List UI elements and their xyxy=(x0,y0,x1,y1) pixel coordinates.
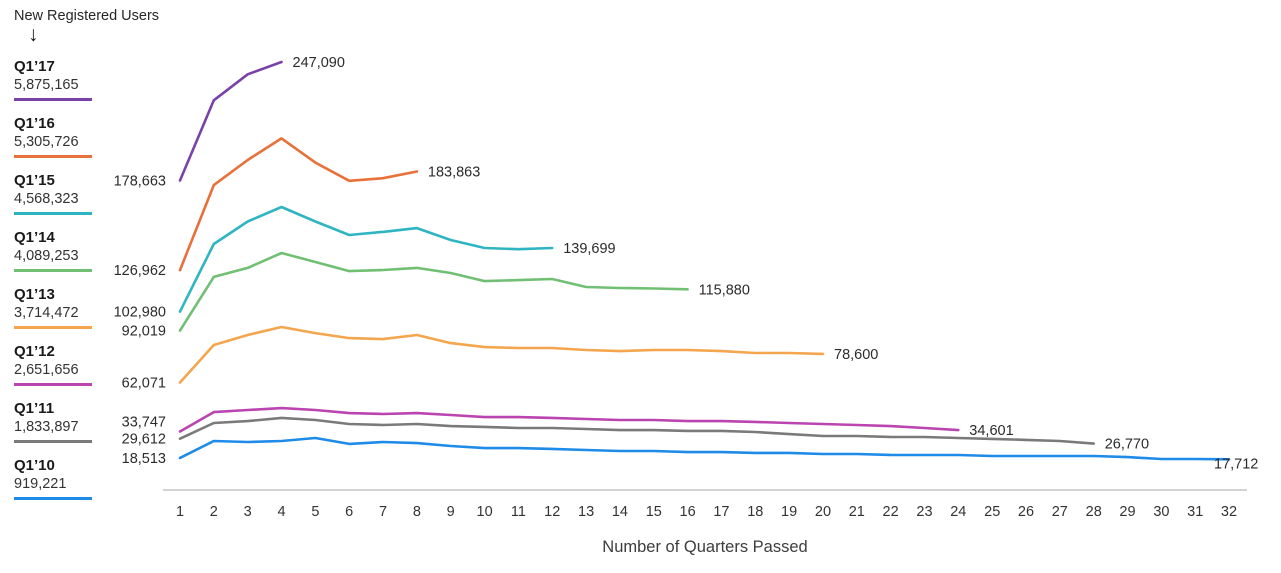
legend-item: Q1’15 4,568,323 xyxy=(14,171,92,215)
x-tick-label: 14 xyxy=(612,504,628,520)
cohort-size: 3,714,472 xyxy=(14,305,79,321)
cohort-label: Q1’10 xyxy=(14,457,55,474)
x-tick-label: 13 xyxy=(578,504,594,520)
series-end-value: 183,863 xyxy=(428,165,480,181)
x-tick-label: 30 xyxy=(1153,504,1169,520)
x-tick-label: 18 xyxy=(747,504,763,520)
series-line xyxy=(178,137,419,272)
x-tick-label: 28 xyxy=(1086,504,1102,520)
series-end-value: 17,712 xyxy=(1214,456,1258,472)
legend-item: Q1’17 5,875,165 xyxy=(14,57,92,101)
series-start-value: 102,980 xyxy=(114,305,166,321)
legend-color-bar xyxy=(14,497,92,500)
series-end-value: 139,699 xyxy=(563,241,615,257)
x-tick-label: 11 xyxy=(511,504,526,520)
x-tick-label: 7 xyxy=(379,504,387,520)
cohort-size: 5,875,165 xyxy=(14,77,79,93)
cohort-size: 1,833,897 xyxy=(14,419,79,435)
cohort-size: 919,221 xyxy=(14,476,67,492)
x-tick-label: 29 xyxy=(1119,504,1135,520)
cohort-label: Q1’11 xyxy=(14,400,55,417)
series-start-value: 62,071 xyxy=(122,376,166,392)
x-tick-label: 16 xyxy=(680,504,696,520)
x-tick-label: 31 xyxy=(1187,504,1203,520)
down-arrow-icon: ↓ xyxy=(28,23,39,46)
legend-color-bar xyxy=(14,383,92,386)
legend-color-bar xyxy=(14,155,92,158)
x-tick-label: 27 xyxy=(1052,504,1068,520)
series-line xyxy=(178,205,554,313)
legend-item: Q1’12 2,651,656 xyxy=(14,342,92,386)
legend-color-bar xyxy=(14,269,92,272)
series-end-value: 115,880 xyxy=(699,282,750,298)
x-tick-label: 19 xyxy=(781,504,797,520)
x-tick-label: 23 xyxy=(916,504,932,520)
cohort-label: Q1’17 xyxy=(14,58,55,75)
x-tick-label: 22 xyxy=(883,504,899,520)
series-line xyxy=(178,416,1095,445)
x-tick-label: 4 xyxy=(277,504,285,520)
series-line xyxy=(178,406,960,433)
legend-color-bar xyxy=(14,326,92,329)
x-tick-label: 10 xyxy=(477,504,493,520)
x-tick-label: 24 xyxy=(950,504,966,520)
x-tick-label: 17 xyxy=(713,504,729,520)
x-tick-label: 2 xyxy=(210,504,218,520)
series-end-value: 78,600 xyxy=(834,347,878,363)
cohort-size: 2,651,656 xyxy=(14,362,79,378)
series-start-value: 178,663 xyxy=(114,174,166,190)
x-tick-label: 1 xyxy=(176,504,184,520)
x-tick-label: 9 xyxy=(447,504,455,520)
series-line xyxy=(178,60,283,182)
cohort-label: Q1’15 xyxy=(14,172,55,189)
x-tick-label: 20 xyxy=(815,504,831,520)
series-start-value: 33,747 xyxy=(122,415,166,431)
x-tick-label: 15 xyxy=(646,504,662,520)
series-line xyxy=(178,251,689,332)
cohort-size: 4,089,253 xyxy=(14,248,79,264)
series-start-value: 29,612 xyxy=(122,432,166,448)
legend-item: Q1’14 4,089,253 xyxy=(14,228,92,272)
legend-item: Q1’16 5,305,726 xyxy=(14,114,92,158)
series-start-value: 92,019 xyxy=(122,324,166,340)
legend-color-bar xyxy=(14,98,92,101)
x-tick-label: 5 xyxy=(311,504,319,520)
x-tick-label: 32 xyxy=(1221,504,1237,520)
x-tick-label: 26 xyxy=(1018,504,1034,520)
x-tick-label: 8 xyxy=(413,504,421,520)
legend-color-bar xyxy=(14,440,92,443)
series-end-value: 26,770 xyxy=(1105,437,1149,453)
series-start-value: 126,962 xyxy=(114,263,166,279)
chart-title: New Registered Users xyxy=(14,8,160,24)
x-tick-label: 3 xyxy=(244,504,252,520)
x-axis-title: Number of Quarters Passed xyxy=(602,538,808,556)
x-tick-label: 21 xyxy=(849,504,865,520)
cohort-size: 4,568,323 xyxy=(14,191,79,207)
series-line xyxy=(178,436,1231,461)
cohort-label: Q1’14 xyxy=(14,229,55,246)
legend-item: Q1’10 919,221 xyxy=(14,456,92,500)
series-end-value: 247,090 xyxy=(293,55,345,71)
series-line xyxy=(178,325,825,384)
legend-item: Q1’13 3,714,472 xyxy=(14,285,92,329)
legend: Q1’17 5,875,165 Q1’16 5,305,726 Q1’15 4,568,3… xyxy=(14,57,92,513)
legend-item: Q1’11 1,833,897 xyxy=(14,399,92,443)
cohort-label: Q1’16 xyxy=(14,115,55,132)
cohort-label: Q1’13 xyxy=(14,286,55,303)
cohort-label: Q1’12 xyxy=(14,343,55,360)
series-start-value: 18,513 xyxy=(122,451,166,467)
series-end-value: 34,601 xyxy=(969,423,1013,439)
x-tick-label: 25 xyxy=(984,504,1000,520)
x-tick-label: 12 xyxy=(544,504,560,520)
cohort-size: 5,305,726 xyxy=(14,134,79,150)
legend-color-bar xyxy=(14,212,92,215)
x-tick-label: 6 xyxy=(345,504,353,520)
